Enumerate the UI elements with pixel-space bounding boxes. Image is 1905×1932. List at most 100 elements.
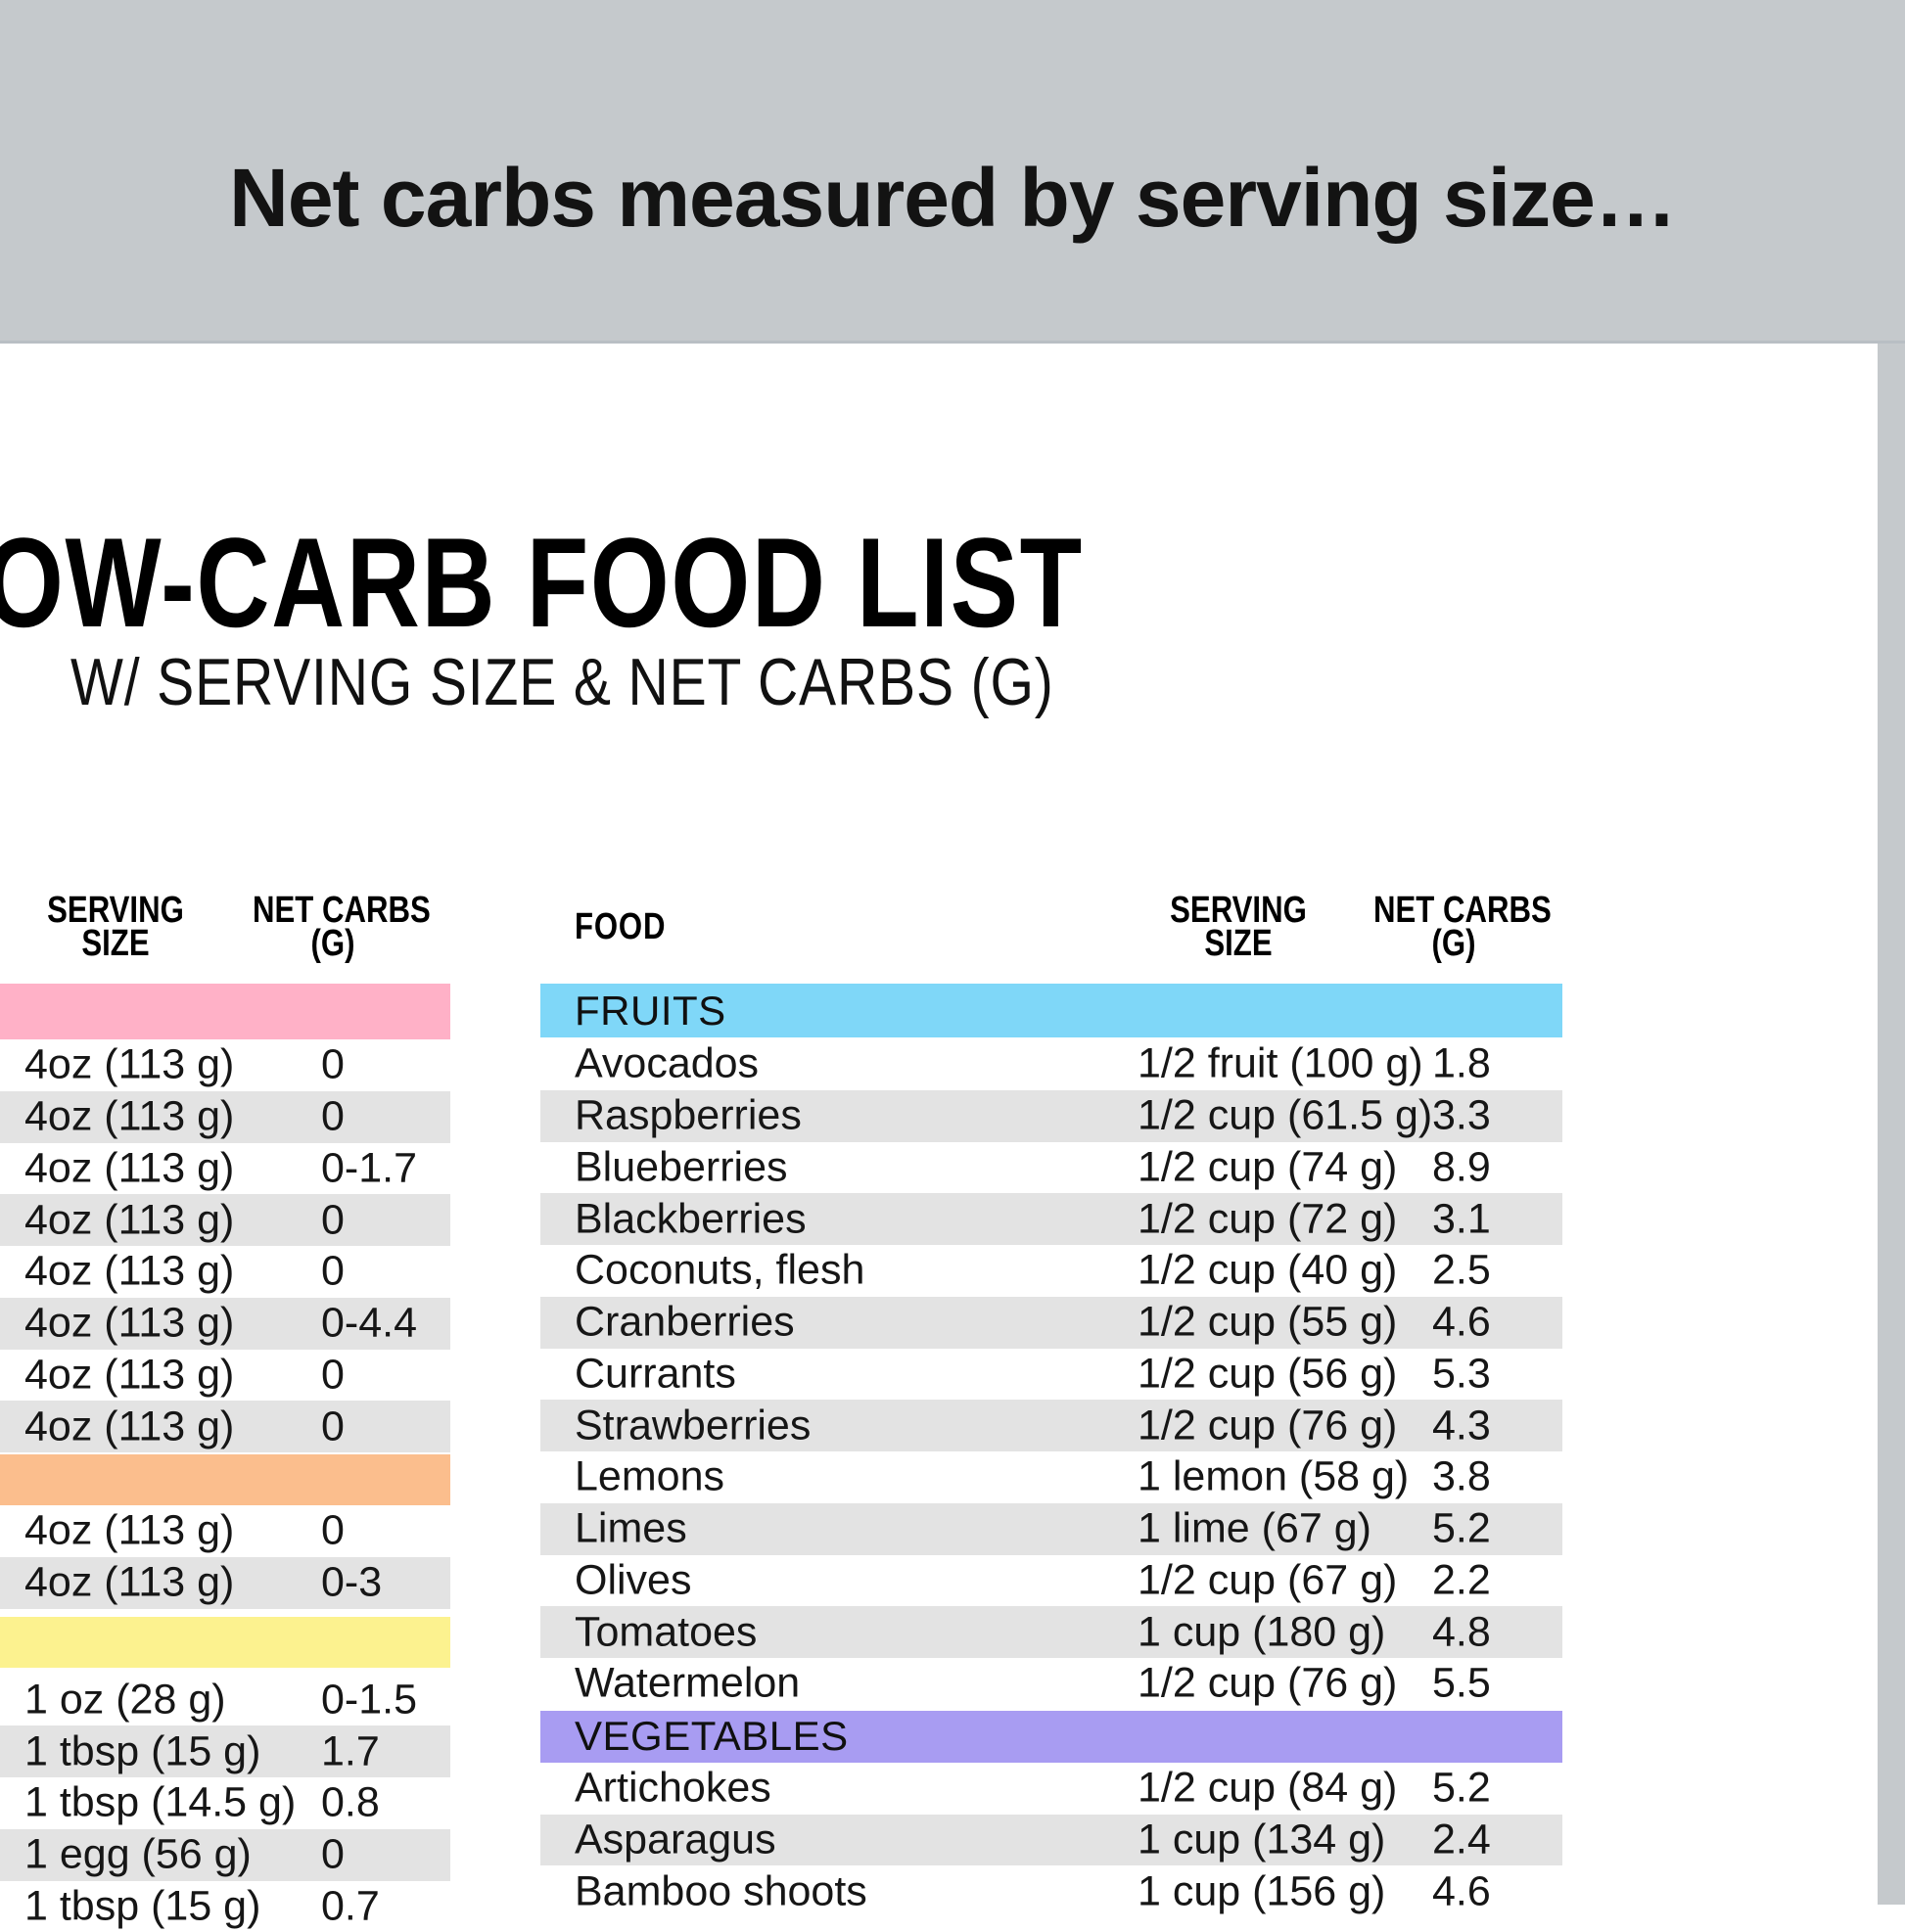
right-table-header-serving-size: SERVING SIZE — [1158, 894, 1319, 960]
cell-serving-size: 1 tbsp (14.5 g) — [24, 1779, 296, 1827]
cell-serving-size: 1/2 cup (76 g) — [1138, 1402, 1397, 1449]
cell-food: Coconuts, flesh — [575, 1247, 864, 1295]
cell-food: Blueberries — [575, 1143, 788, 1191]
cell-serving-size: 1/2 cup (84 g) — [1138, 1765, 1397, 1813]
section-band-label: VEGETABLES — [575, 1713, 849, 1760]
table-row: 4oz (113 g) 0 — [0, 1350, 450, 1402]
table-row: 4oz (113 g)0-1.7 — [0, 1143, 450, 1195]
cell-serving-size: 1 tbsp (15 g) — [24, 1727, 260, 1775]
cell-net-carbs: 5.2 — [1432, 1765, 1491, 1813]
cell-food: Tomatoes — [575, 1608, 757, 1656]
cell-net-carbs: 0.8 — [321, 1779, 380, 1827]
cell-net-carbs: 0 — [321, 1351, 345, 1399]
table-row: Blackberries 1/2 cup (72 g) 3.1 — [540, 1193, 1562, 1245]
table-row: 1 tbsp (15 g) 0.7 — [0, 1881, 450, 1932]
cell-net-carbs: 0-4.4 — [321, 1300, 417, 1348]
table-row: Blueberries 1/2 cup (74 g) 8.9 — [540, 1142, 1562, 1194]
cell-net-carbs: 0 — [321, 1093, 345, 1141]
cell-net-carbs: 2.4 — [1432, 1816, 1491, 1863]
cell-serving-size: 4oz (113 g) — [24, 1300, 234, 1348]
cell-food: Lemons — [575, 1453, 724, 1501]
section-band-pink — [0, 984, 450, 1039]
cell-serving-size: 1 cup (134 g) — [1138, 1816, 1385, 1863]
cell-serving-size: 1/2 cup (55 g) — [1138, 1299, 1397, 1347]
cell-serving-size: 1/2 cup (72 g) — [1138, 1195, 1397, 1243]
cell-food: Blackberries — [575, 1195, 807, 1243]
table-row: 4oz (113 g)0 — [0, 1505, 450, 1557]
page-subtitle: W/ SERVING SIZE & NET CARBS (G) — [70, 649, 1054, 715]
section-band-vegetables: VEGETABLES — [540, 1711, 1562, 1763]
cell-food: Artichokes — [575, 1765, 771, 1813]
table-row: 4oz (113 g)0 — [0, 1039, 450, 1091]
cell-food: Bamboo shoots — [575, 1867, 867, 1915]
cell-serving-size: 1/2 cup (56 g) — [1138, 1350, 1397, 1398]
cell-serving-size: 4oz (113 g) — [24, 1196, 234, 1244]
cell-serving-size: 1 oz (28 g) — [24, 1676, 226, 1724]
cell-serving-size: 4oz (113 g) — [24, 1248, 234, 1296]
cell-serving-size: 4oz (113 g) — [24, 1559, 234, 1607]
cell-net-carbs: 5.3 — [1432, 1350, 1491, 1398]
table-row: Artichokes 1/2 cup (84 g) 5.2 — [540, 1763, 1562, 1815]
left-table-header-serving-size: SERVING SIZE — [35, 894, 196, 960]
cell-serving-size: 4oz (113 g) — [24, 1351, 234, 1399]
cell-serving-size: 1/2 fruit (100 g) — [1138, 1040, 1423, 1088]
table-row: Lemons 1 lemon (58 g) 3.8 — [540, 1451, 1562, 1503]
cell-food: Strawberries — [575, 1402, 811, 1449]
cell-net-carbs: 0 — [321, 1403, 345, 1450]
cell-net-carbs: 3.1 — [1432, 1195, 1491, 1243]
cell-net-carbs: 4.6 — [1432, 1867, 1491, 1915]
cell-net-carbs: 8.9 — [1432, 1143, 1491, 1191]
table-row: 4oz (113 g)0 — [0, 1401, 450, 1452]
table-row: 1 tbsp (15 g)1.7 — [0, 1725, 450, 1777]
cell-net-carbs: 0 — [321, 1041, 345, 1089]
section-band-fruits: FRUITS — [540, 984, 1562, 1037]
cell-serving-size: 1 lime (67 g) — [1138, 1505, 1371, 1553]
page-title: OW-CARB FOOD LIST — [0, 519, 1084, 646]
right-table-header-food: FOOD — [575, 908, 666, 945]
cell-food: Asparagus — [575, 1816, 776, 1863]
table-row: 1 oz (28 g) 0-1.5 — [0, 1675, 450, 1726]
cell-food: Limes — [575, 1505, 687, 1553]
cell-net-carbs: 0 — [321, 1196, 345, 1244]
cell-food: Olives — [575, 1556, 691, 1604]
cell-net-carbs: 0-1.7 — [321, 1144, 417, 1192]
cell-net-carbs: 3.8 — [1432, 1453, 1491, 1501]
cell-food: Cranberries — [575, 1299, 795, 1347]
table-row: 4oz (113 g) 0 — [0, 1091, 450, 1143]
cell-serving-size: 1 egg (56 g) — [24, 1831, 252, 1879]
cell-net-carbs: 3.3 — [1432, 1092, 1491, 1140]
cell-serving-size: 1 lemon (58 g) — [1138, 1453, 1409, 1501]
cell-serving-size: 1 tbsp (15 g) — [24, 1882, 260, 1930]
cell-serving-size: 1/2 cup (40 g) — [1138, 1247, 1397, 1295]
table-row: 4oz (113 g) 0-4.4 — [0, 1298, 450, 1350]
cell-net-carbs: 0-3 — [321, 1559, 382, 1607]
cell-serving-size: 4oz (113 g) — [24, 1093, 234, 1141]
cell-net-carbs: 0.7 — [321, 1882, 380, 1930]
table-row: 4oz (113 g) 0 — [0, 1194, 450, 1246]
cell-serving-size: 1/2 cup (76 g) — [1138, 1660, 1397, 1708]
cell-serving-size: 1/2 cup (74 g) — [1138, 1143, 1397, 1191]
section-band-orange — [0, 1454, 450, 1505]
cell-food: Raspberries — [575, 1092, 802, 1140]
right-table-header-net-carbs: NET CARBS (G) — [1373, 894, 1534, 960]
table-row: Bamboo shoots 1 cup (156 g) 4.6 — [540, 1865, 1562, 1917]
cell-net-carbs: 0-1.5 — [321, 1676, 417, 1724]
cell-serving-size: 1 cup (156 g) — [1138, 1867, 1385, 1915]
cell-net-carbs: 5.2 — [1432, 1505, 1491, 1553]
table-row: 4oz (113 g) 0 — [0, 1246, 450, 1298]
cell-net-carbs: 2.2 — [1432, 1556, 1491, 1604]
cell-serving-size: 4oz (113 g) — [24, 1507, 234, 1555]
table-row: 1 tbsp (14.5 g) 0.8 — [0, 1777, 450, 1829]
cell-net-carbs: 0 — [321, 1248, 345, 1296]
cell-food: Avocados — [575, 1040, 759, 1088]
table-row: 4oz (113 g) 0-3 — [0, 1557, 450, 1609]
